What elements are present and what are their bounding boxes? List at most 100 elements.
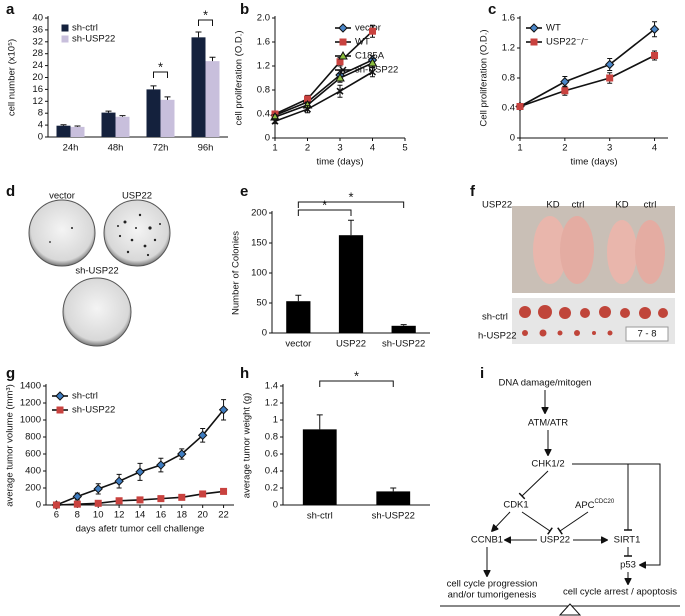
bar [160, 99, 175, 137]
legend-label: sh-USP22 [72, 405, 115, 416]
y-tick-label: 1.6 [257, 37, 270, 48]
edges [487, 390, 661, 584]
series-line [274, 59, 373, 116]
y-tick-label: 1000 [20, 415, 41, 426]
panel-label: c [488, 1, 496, 18]
error-bar [316, 414, 323, 430]
legend-label: C185A [355, 51, 385, 62]
y-tick-label: 1400 [20, 381, 41, 392]
marker [335, 72, 345, 82]
x-tick-label: 72h [153, 143, 169, 154]
panel-i: i DNA damage/mitogen ATM/ATR CHK1/2 CDK1… [440, 365, 680, 616]
x-tick-label: 96h [198, 143, 214, 154]
y-tick-label: 1200 [20, 398, 41, 409]
marker [115, 497, 123, 505]
y-axis-label: average tumor volume (mm³) [5, 384, 16, 506]
bar [391, 325, 416, 333]
photo-label: ctrl [644, 200, 657, 211]
node: USP22 [540, 535, 570, 546]
panel-label: a [6, 1, 15, 18]
marker [220, 487, 228, 495]
legend-label: sh-ctrl [72, 391, 98, 402]
node: ATM/ATR [528, 418, 568, 429]
panel-label: h [240, 365, 249, 382]
marker [336, 58, 344, 66]
mouse [607, 220, 637, 284]
marker [136, 496, 144, 504]
panel-label: d [6, 183, 15, 200]
marker [651, 52, 659, 59]
y-tick-label: 1.2 [502, 43, 515, 54]
marker [336, 87, 344, 95]
series-line [519, 28, 656, 108]
annotation: * [354, 368, 359, 383]
plate [28, 199, 96, 267]
series-line [274, 30, 374, 115]
error-bar [400, 324, 407, 326]
mouse [635, 220, 665, 284]
legend-label: sh-ctrl [72, 23, 98, 34]
legend-marker [55, 391, 65, 401]
legend-swatch [61, 35, 69, 43]
y-tick-label: 0 [262, 328, 267, 339]
y-axis-label: Number of Colonies [231, 231, 242, 315]
error-bar [74, 125, 81, 127]
error-bar [390, 487, 397, 492]
y-tick-label: 1 [273, 415, 278, 426]
panel-label: b [240, 1, 249, 18]
node: and/or tumorigenesis [448, 590, 537, 601]
bar [115, 116, 130, 137]
marker [72, 491, 83, 502]
marker [367, 57, 378, 67]
y-tick-label: 1.6 [502, 13, 515, 24]
significance-bracket [319, 380, 394, 387]
y-tick-label: 200 [25, 483, 41, 494]
marker [52, 501, 60, 509]
legend-label: sh-USP22 [72, 34, 115, 45]
x-tick-label: 6 [54, 510, 59, 521]
error-bar [119, 115, 126, 117]
y-tick-label: 0 [38, 132, 43, 143]
x-tick-label: 48h [108, 143, 124, 154]
photo-label: h-USP22 [478, 331, 517, 342]
plate-label: USP22 [122, 191, 152, 202]
photo-label: sh-ctrl [482, 312, 508, 323]
series-line [274, 71, 373, 122]
y-tick-label: 28 [32, 48, 43, 59]
y-tick-label: 24 [32, 60, 43, 71]
x-tick-label: 14 [135, 510, 146, 521]
error-bar [150, 85, 157, 90]
colonies [49, 213, 161, 257]
y-tick-label: 32 [32, 36, 43, 47]
y-tick-label: 16 [32, 84, 43, 95]
mouse [533, 216, 567, 284]
y-tick-label: 50 [256, 298, 267, 309]
marker [197, 430, 208, 441]
bar [146, 89, 161, 137]
marker [199, 490, 207, 498]
y-axis-label: Cell proliferation (O.D.) [479, 29, 490, 126]
error-bar [195, 31, 202, 38]
marker [156, 460, 166, 470]
x-tick-label: 12 [114, 510, 125, 521]
annotation: * [158, 59, 163, 74]
y-tick-label: 0 [510, 133, 515, 144]
x-axis-label: time (days) [317, 157, 364, 168]
x-tick-label: 16 [156, 510, 167, 521]
marker [135, 467, 145, 477]
photo-label: ctrl [572, 200, 585, 211]
y-tick-label: 0.4 [257, 109, 270, 120]
x-axis-label: days afetr tumor cell challenge [76, 524, 205, 535]
y-tick-label: 0.8 [502, 73, 515, 84]
series-line [519, 54, 655, 108]
bar [191, 37, 206, 137]
node-text: APC [575, 500, 595, 511]
panel-label: f [470, 183, 476, 200]
legend-marker [530, 38, 538, 46]
annotation: * [322, 197, 327, 212]
photo-label: 7 - 8 [637, 329, 656, 340]
label-box [625, 326, 669, 342]
x-axis-label: time (days) [571, 157, 618, 168]
marker [516, 103, 524, 110]
